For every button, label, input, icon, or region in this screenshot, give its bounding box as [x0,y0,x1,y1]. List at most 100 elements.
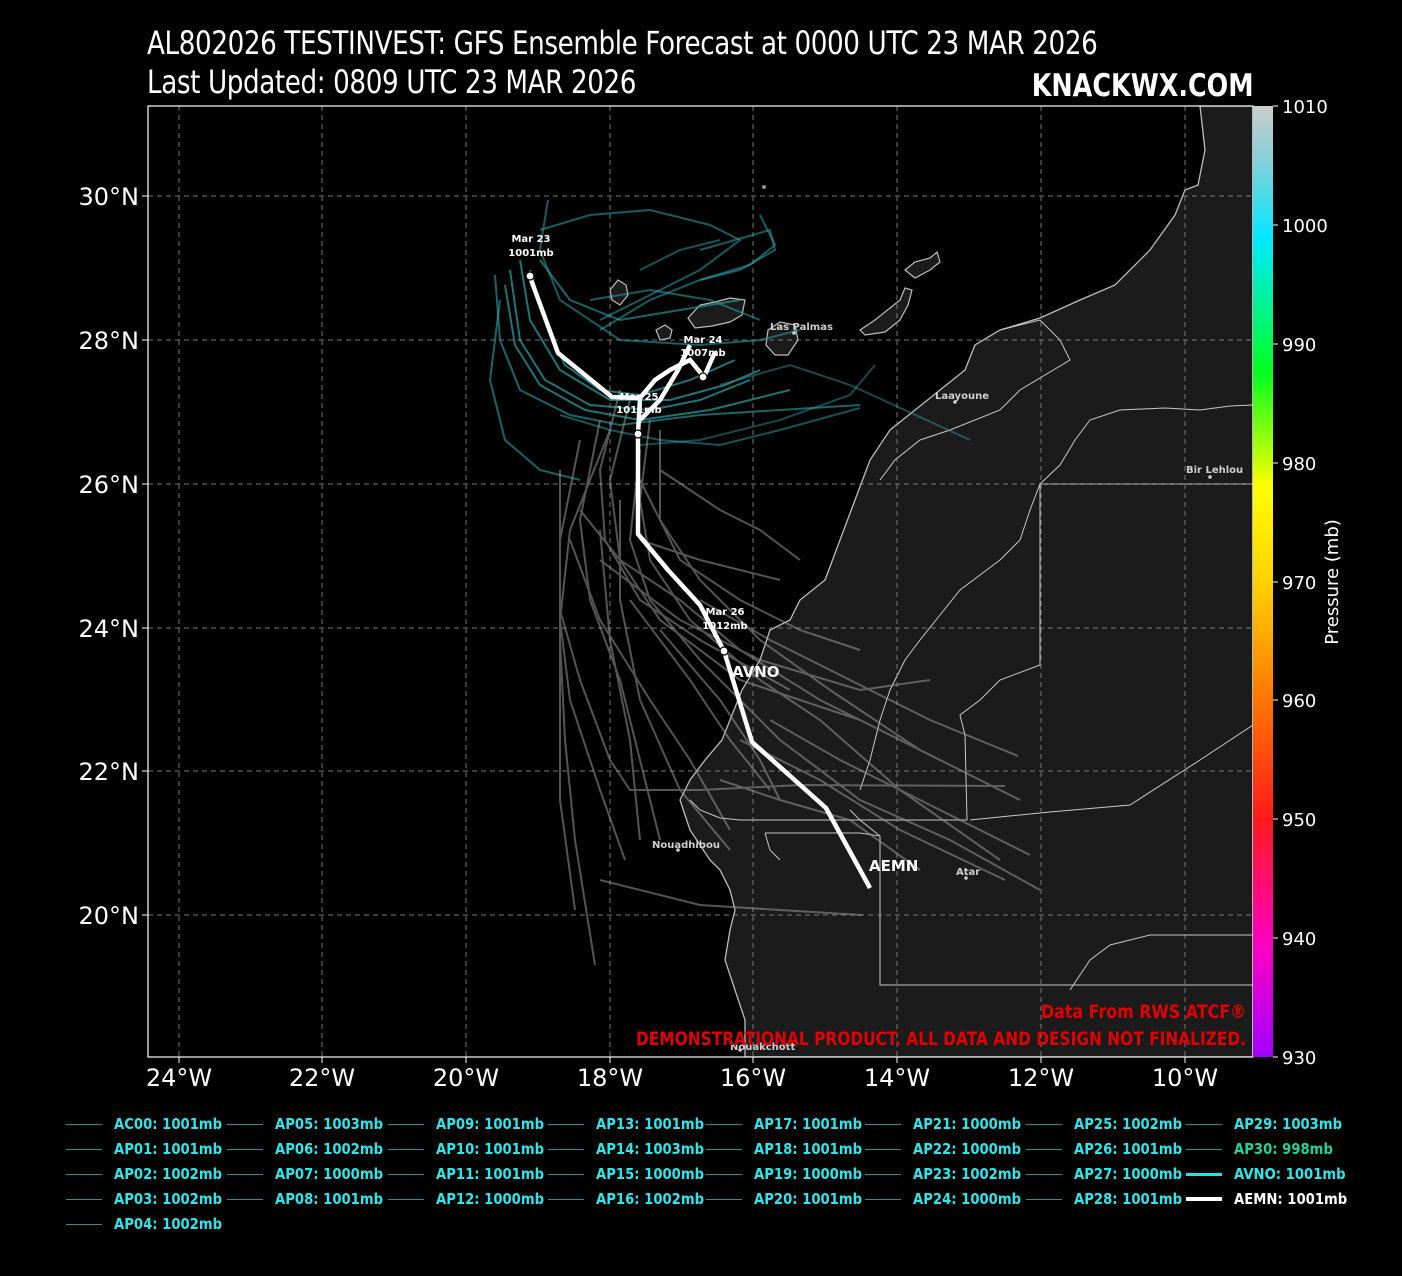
legend-label: AP13: 1001mb [596,1115,705,1133]
pressure-colorbar [1253,106,1273,1057]
axis-ticks [142,195,1186,1063]
legend-item: AP14: 1003mb [548,1140,719,1158]
legend-item: AC00: 1001mb [66,1115,237,1133]
colorbar-tick-label: 1010 [1282,97,1328,118]
legend-label: AP05: 1003mb [275,1115,384,1133]
legend-label: AC00: 1001mb [114,1115,223,1133]
legend-item: AP23: 1002mb [865,1165,1036,1183]
legend-label: AP19: 1000mb [754,1165,863,1183]
legend-item: AP20: 1001mb [706,1190,877,1208]
last-updated: Last Updated: 0809 UTC 23 MAR 2026 [147,63,637,101]
legend-label: AP12: 1000mb [436,1190,545,1208]
legend-item: AP18: 1001mb [706,1140,877,1158]
aemn-label: AEMN [869,857,918,875]
lat-label: 30°N [79,183,140,211]
ensemble-tracks-late [558,389,1041,966]
legend-item: AP03: 1002mb [66,1190,237,1208]
annotation-pressure: 1001mb [508,248,553,259]
legend-item: AP07: 1000mb [227,1165,398,1183]
legend-label: AP15: 1000mb [596,1165,705,1183]
track-points [525,271,729,656]
lon-label: 10°W [1152,1064,1218,1092]
lon-label: 14°W [864,1064,930,1092]
annotation-date: Mar 23 [511,234,550,245]
legend-label: AP11: 1001mb [436,1165,545,1183]
legend-item: AP08: 1001mb [227,1190,398,1208]
forecast-map: 30°N 28°N 26°N 24°N 22°N 20°N 24°W 22°W … [79,97,1344,1092]
lon-label: 18°W [577,1064,643,1092]
city-label: Nouadhibou [652,840,720,851]
annotation-pressure: 1012mb [702,621,747,632]
legend-item: AP19: 1000mb [706,1165,877,1183]
lon-label: 22°W [289,1064,355,1092]
country-borders [689,319,1253,991]
legend-label: AP18: 1001mb [754,1140,863,1158]
avno-label: AVNO [732,663,780,681]
legend-item: AP29: 1003mb [1186,1115,1357,1133]
land-africa [679,106,1253,1057]
legend-item: AP06: 1002mb [227,1140,398,1158]
brand-logo-text: KNACKWX.COM [1032,68,1254,104]
legend-item: AP30: 998mb [1186,1140,1346,1158]
legend-label: AP21: 1000mb [913,1115,1022,1133]
legend-label: AP29: 1003mb [1234,1115,1343,1133]
legend-label: AP01: 1001mb [114,1140,223,1158]
legend-label: AVNO: 1001mb [1234,1165,1346,1183]
legend-label: AP17: 1001mb [754,1115,863,1133]
legend-label: AP26: 1001mb [1074,1140,1183,1158]
legend-item: AP01: 1001mb [66,1140,237,1158]
legend-label: AP30: 998mb [1234,1140,1333,1158]
legend-label: AP16: 1002mb [596,1190,705,1208]
canary-islands [609,185,941,356]
legend-label: AP20: 1001mb [754,1190,863,1208]
annotation-pressure: 1007mb [680,348,725,359]
colorbar-tick-label: 940 [1282,929,1316,950]
legend-item: AP28: 1001mb [1026,1190,1197,1208]
lon-label: 20°W [433,1064,499,1092]
legend-item: AP05: 1003mb [227,1115,398,1133]
legend-label: AP02: 1002mb [114,1165,223,1183]
legend-label: AP03: 1002mb [114,1190,223,1208]
lat-label: 28°N [79,327,140,355]
legend-item: AP25: 1002mb [1026,1115,1197,1133]
legend-label: AP23: 1002mb [913,1165,1022,1183]
legend-label: AP28: 1001mb [1074,1190,1183,1208]
legend-item: AP27: 1000mb [1026,1165,1197,1183]
legend-label: AEMN: 1001mb [1234,1190,1348,1208]
colorbar-tick-label: 980 [1282,454,1316,475]
colorbar-title: Pressure (mb) [1322,519,1343,645]
city-label: Nouakchott [730,1042,795,1053]
legend-label: AP09: 1001mb [436,1115,545,1133]
city-labels: Las Palmas Laayoune Bir Lehlou Nouadhibo… [652,322,1243,1053]
lon-label: 24°W [146,1064,212,1092]
city-markers [676,331,1212,1052]
colorbar-labels: 1010 1000 990 980 970 960 950 940 930 [1282,97,1328,1069]
legend-label: AP24: 1000mb [913,1190,1022,1208]
gridlines [148,106,1253,1057]
city-label: Las Palmas [770,322,833,333]
data-source-note: Data From RWS ATCF® [1041,1001,1246,1023]
latitude-labels: 30°N 28°N 26°N 24°N 22°N 20°N [79,183,140,930]
lon-label: 16°W [720,1064,786,1092]
legend-item: AP16: 1002mb [548,1190,719,1208]
legend-item: AP26: 1001mb [1026,1140,1197,1158]
city-label: Bir Lehlou [1186,465,1243,476]
legend-item: AP21: 1000mb [865,1115,1036,1133]
lat-label: 22°N [79,758,140,786]
legend-item: AP12: 1000mb [388,1190,559,1208]
lat-label: 24°N [79,615,140,643]
legend-item: AP22: 1000mb [865,1140,1036,1158]
legend-label: AP08: 1001mb [275,1190,384,1208]
annotation-pressure: 1011mb [616,405,661,416]
legend-item: AP13: 1001mb [548,1115,719,1133]
colorbar-ticks [1273,105,1278,1058]
colorbar-tick-label: 930 [1282,1048,1316,1069]
colorbar-tick-label: 970 [1282,573,1316,594]
legend-item: AP09: 1001mb [388,1115,559,1133]
longitude-labels: 24°W 22°W 20°W 18°W 16°W 14°W 12°W 10°W [146,1064,1218,1092]
legend-item: AP02: 1002mb [66,1165,237,1183]
legend-label: AP22: 1000mb [913,1140,1022,1158]
legend-item: AP15: 1000mb [548,1165,719,1183]
legend-item: AP04: 1002mb [66,1215,237,1233]
annotation-date: Mar 24 [683,335,722,346]
